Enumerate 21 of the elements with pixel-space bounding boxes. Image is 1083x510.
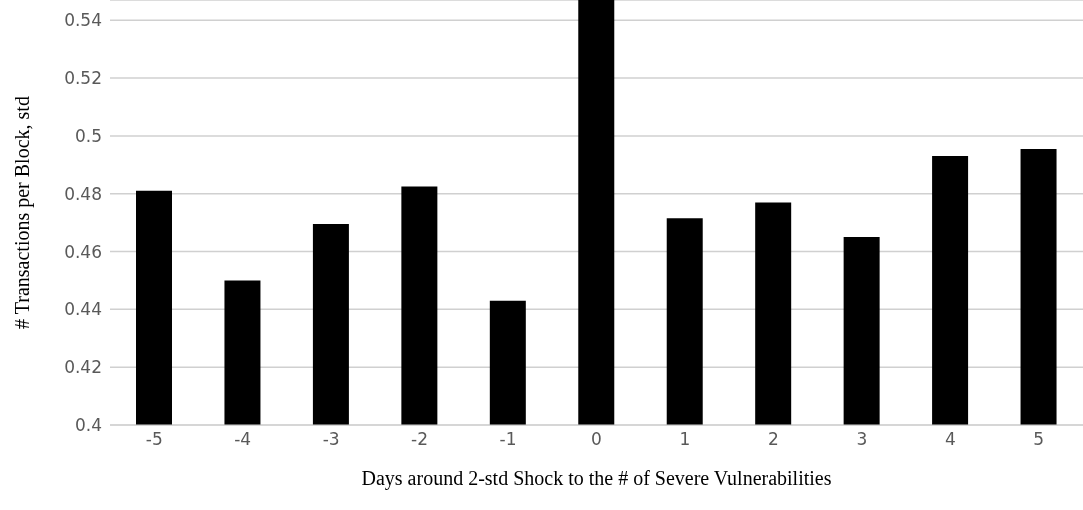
x-tick-label: -4 [234, 429, 252, 450]
x-axis-title: Days around 2-std Shock to the # of Severe Vulnerabilities [361, 467, 832, 490]
x-tick-label: 4 [944, 429, 956, 450]
y-tick-label: 0.54 [64, 10, 102, 31]
y-tick-label: 0.52 [64, 68, 102, 89]
x-tick-label: -2 [411, 429, 429, 450]
x-tick-label: -1 [499, 429, 517, 450]
x-tick-label: -3 [322, 429, 340, 450]
y-tick-label: 0.44 [64, 299, 102, 320]
y-tick-label: 0.48 [64, 183, 102, 204]
y-axis-title: # Transactions per Block, std [11, 96, 35, 329]
x-tick-label: -5 [145, 429, 163, 450]
y-tick-label: 0.46 [64, 241, 102, 262]
x-tick-label: 5 [1033, 429, 1045, 450]
y-tick-label: 0.42 [64, 357, 102, 378]
y-tick-label: 0.4 [74, 415, 102, 436]
x-tick-label: 3 [856, 429, 868, 450]
y-tick-label: 0.5 [74, 125, 102, 146]
x-tick-label: 0 [591, 429, 602, 450]
x-tick-label: 2 [768, 429, 779, 450]
x-tick-label: 1 [679, 429, 691, 450]
